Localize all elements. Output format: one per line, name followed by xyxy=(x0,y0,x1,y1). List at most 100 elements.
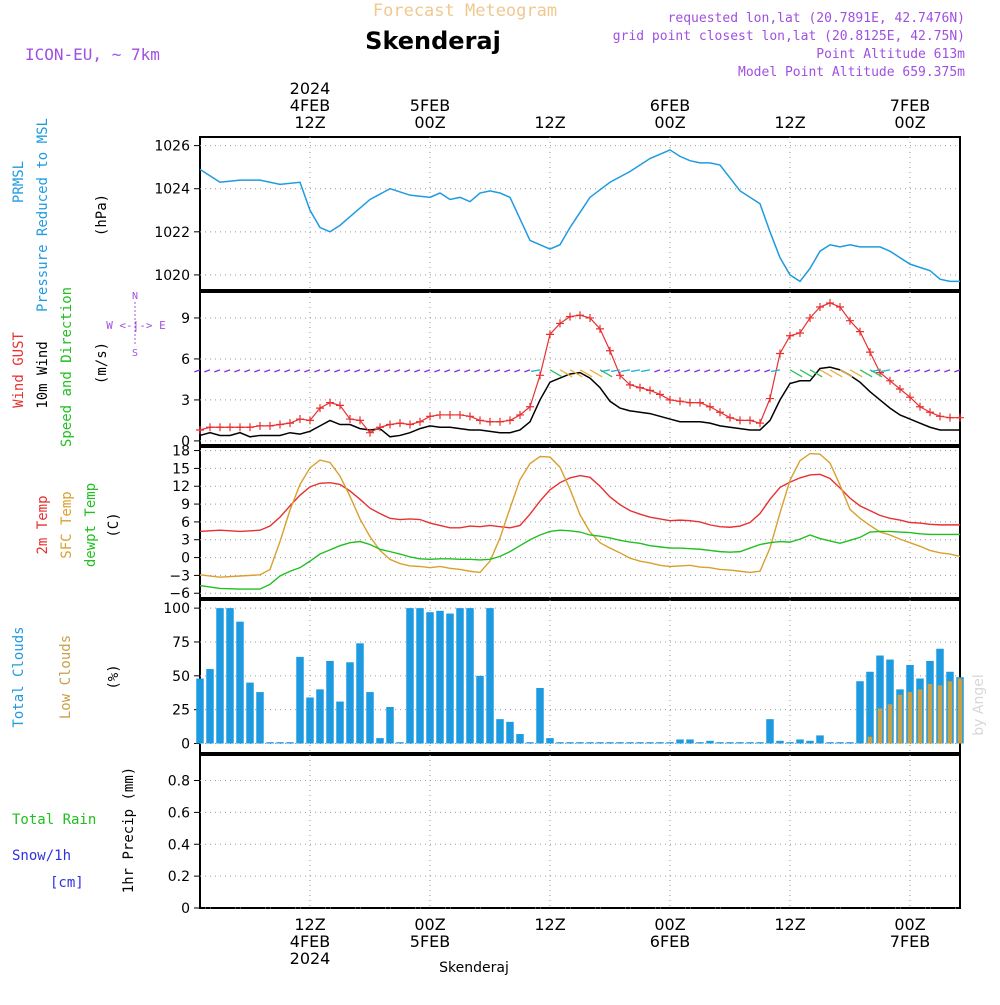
wind-direction-arrow xyxy=(531,369,541,373)
wind-gust-marker xyxy=(596,324,604,333)
total-cloud-bar xyxy=(656,742,664,744)
total-cloud-bar xyxy=(366,692,374,744)
wind-gust-marker xyxy=(836,303,844,312)
wind-direction-arrow xyxy=(631,369,641,373)
wind-direction-arrow xyxy=(214,369,221,373)
wind-gust-marker xyxy=(226,423,234,432)
wind-gust-marker xyxy=(276,420,284,429)
total-cloud-bar xyxy=(736,742,744,744)
total-cloud-bar xyxy=(466,608,474,744)
wind-direction-arrow xyxy=(954,369,961,373)
wind-gust-marker xyxy=(306,416,314,425)
wind-gust-marker xyxy=(586,313,594,322)
low-cloud-bar xyxy=(877,708,883,744)
wind-gust-marker xyxy=(736,416,744,425)
wind-gust-marker xyxy=(466,412,474,421)
wind-gust-marker xyxy=(926,408,934,417)
wind-gust-marker xyxy=(556,319,564,328)
total-cloud-bar xyxy=(206,669,214,744)
total-cloud-bar xyxy=(276,742,284,744)
wind-direction-arrow xyxy=(454,369,461,373)
temp-ytick-label: −6 xyxy=(169,586,190,602)
total-cloud-bar xyxy=(286,742,294,744)
pressure-label-long: Pressure Reduced to MSL xyxy=(35,118,51,312)
precip-ytick-label: 0.2 xyxy=(168,869,190,885)
model-altitude: Model Point Altitude 659.375m xyxy=(738,65,965,80)
wind-direction-arrow xyxy=(859,369,873,378)
wind-gust-marker xyxy=(846,316,854,325)
temp-label-2m: 2m Temp xyxy=(35,495,51,554)
pressure-ytick-label: 1024 xyxy=(154,182,190,198)
total-cloud-bar xyxy=(566,742,574,744)
precip-ytick-label: 0 xyxy=(181,901,190,917)
total-cloud-bar xyxy=(686,739,694,744)
wind-direction-arrow xyxy=(789,369,803,378)
total-cloud-bar xyxy=(496,719,504,744)
wind-gust-marker xyxy=(376,423,384,432)
compass-we-label: W <-|-> E xyxy=(106,319,166,332)
total-cloud-bar xyxy=(446,613,454,744)
temp-label-sfc: SFC Temp xyxy=(59,491,75,558)
precip-panel: 0.8 0.6 0.4 0.2 0 xyxy=(168,754,961,917)
wind-gust-marker xyxy=(246,423,254,432)
wind-gust-marker xyxy=(666,395,674,404)
wind-gust-marker xyxy=(516,410,524,419)
wind-gust-marker xyxy=(696,398,704,407)
bottom-time-label: 5FEB xyxy=(410,932,450,951)
total-cloud-bar xyxy=(516,734,524,744)
wind-direction-arrow xyxy=(829,369,843,378)
wind-ytick-label: 9 xyxy=(181,311,190,327)
wind-frame xyxy=(199,291,961,446)
wind-gust-marker xyxy=(716,408,724,417)
wind-direction-arrow xyxy=(244,369,251,373)
wind-gust-marker xyxy=(436,410,444,419)
clouds-ytick-label: 25 xyxy=(172,703,190,719)
wind-gust-marker xyxy=(886,376,894,385)
temp-dewpt-line xyxy=(199,529,960,590)
total-cloud-bar xyxy=(346,662,354,744)
wind-label-dir: Speed and Direction xyxy=(59,287,75,447)
wind-gust-marker xyxy=(386,420,394,429)
wind-direction-arrow xyxy=(579,369,593,378)
wind-direction-arrow xyxy=(611,369,621,373)
total-cloud-bar xyxy=(226,608,234,744)
wind-direction-arrow xyxy=(524,369,531,373)
total-cloud-bar xyxy=(586,742,594,744)
wind-gust-marker xyxy=(316,404,324,413)
wind-panel-labels: Wind GUST 10m Wind Speed and Direction (… xyxy=(11,287,166,447)
clouds-label-total: Total Clouds xyxy=(11,626,27,727)
bottom-time-label: 00Z xyxy=(414,915,445,934)
total-cloud-bar xyxy=(536,688,544,744)
low-cloud-bar xyxy=(917,689,923,744)
precip-frame xyxy=(199,754,961,909)
cloud-panel-labels: Total Clouds Low Clouds (%) xyxy=(11,626,122,727)
wind-direction-arrow xyxy=(224,369,231,373)
total-cloud-bar xyxy=(216,608,224,744)
total-cloud-bar xyxy=(256,692,264,744)
wind-direction-arrow xyxy=(334,369,341,373)
wind-speed-line xyxy=(199,366,960,438)
wind-gust-marker xyxy=(356,416,364,425)
wind-gust-marker xyxy=(456,410,464,419)
wind-gust-marker xyxy=(486,417,494,426)
wind-gust-marker xyxy=(826,298,834,307)
wind-direction-arrow xyxy=(354,369,361,373)
clouds-label-low: Low Clouds xyxy=(58,635,74,719)
wind-gust-marker xyxy=(636,383,644,392)
wind-gust-marker xyxy=(776,349,784,358)
total-cloud-bar xyxy=(716,742,724,744)
total-cloud-bar xyxy=(666,742,674,744)
low-cloud-bar xyxy=(947,681,953,744)
temp-ytick-label: 9 xyxy=(181,497,190,513)
total-cloud-bar xyxy=(386,706,394,744)
total-cloud-bar xyxy=(766,719,774,744)
low-cloud-bar xyxy=(927,683,933,744)
wind-gust-marker xyxy=(676,397,684,406)
pressure-unit: (hPa) xyxy=(94,194,110,236)
bottom-time-label: 00Z xyxy=(654,915,685,934)
temp-ytick-label: 18 xyxy=(172,444,190,460)
total-cloud-bar xyxy=(616,742,624,744)
wind-direction-arrow xyxy=(799,369,813,378)
